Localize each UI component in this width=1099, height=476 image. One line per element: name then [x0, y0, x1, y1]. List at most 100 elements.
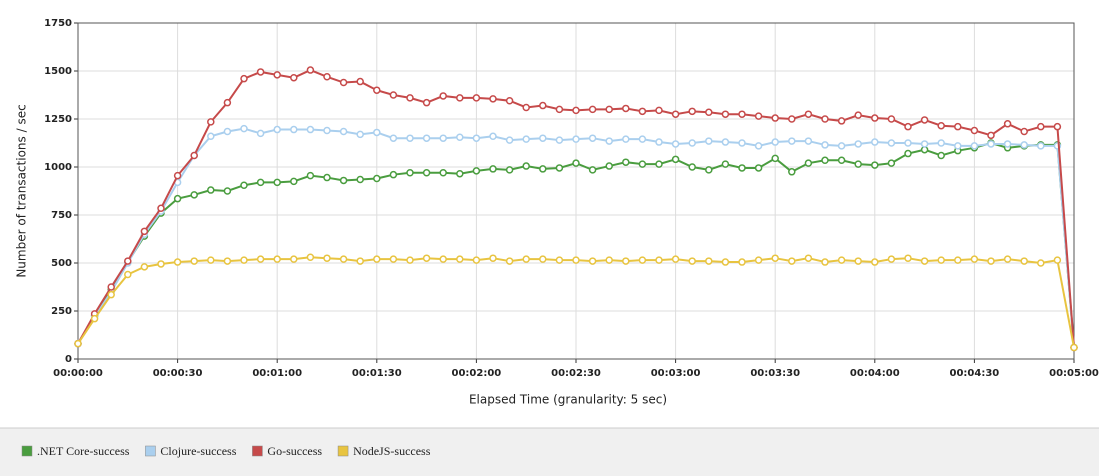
y-tick-label: 1500 [44, 66, 72, 77]
data-point [140, 263, 149, 271]
data-point [240, 74, 248, 83]
data-point [970, 255, 979, 263]
data-point [223, 187, 232, 195]
data-point [688, 257, 696, 265]
data-point [555, 136, 564, 144]
data-point [356, 257, 364, 265]
x-axis-title: Elapsed Time (granularity: 5 sec) [469, 393, 667, 407]
data-point [489, 165, 497, 173]
data-point [157, 260, 165, 268]
data-point [356, 77, 364, 86]
data-point [572, 135, 580, 143]
data-point [373, 255, 381, 263]
data-point [273, 255, 281, 263]
data-point [837, 256, 846, 264]
data-point [389, 170, 398, 179]
data-point [339, 255, 348, 263]
data-point [323, 73, 331, 81]
data-point [821, 156, 829, 165]
data-point [157, 204, 165, 213]
data-point [788, 115, 796, 123]
data-point [539, 255, 547, 263]
data-point [323, 126, 331, 135]
data-point [422, 134, 431, 142]
data-point [871, 258, 879, 266]
data-point [555, 164, 564, 172]
data-point [505, 257, 514, 265]
data-point [339, 78, 348, 87]
data-point [954, 142, 962, 150]
data-point [771, 154, 779, 163]
data-point [904, 254, 912, 262]
x-tick-label: 00:00:30 [153, 368, 203, 379]
legend-label: NodeJS-success [353, 444, 431, 458]
data-point [240, 124, 248, 133]
data-point [970, 142, 979, 150]
legend-label: .NET Core-success [37, 444, 130, 458]
data-point [605, 162, 613, 170]
x-tick-label: 00:00:00 [53, 368, 103, 379]
data-point [987, 140, 995, 148]
data-point [804, 159, 813, 167]
data-point [472, 167, 481, 175]
data-point [887, 139, 896, 147]
data-point [605, 105, 613, 114]
data-point [489, 132, 497, 141]
data-point [74, 339, 82, 348]
data-point [920, 257, 929, 265]
data-point [738, 164, 746, 172]
data-point [854, 160, 862, 168]
data-point [256, 255, 265, 263]
data-point [223, 127, 232, 136]
x-tick-label: 00:01:00 [252, 368, 302, 379]
data-point [788, 168, 796, 176]
data-point [754, 164, 763, 172]
data-point [1053, 122, 1062, 131]
data-point [572, 256, 580, 264]
data-point [522, 162, 530, 170]
data-point [771, 114, 779, 122]
data-point [223, 98, 232, 107]
legend-swatch [21, 445, 33, 457]
data-point [439, 92, 447, 100]
data-point [256, 68, 265, 76]
data-point [256, 129, 265, 138]
data-point [472, 256, 481, 264]
data-point [1053, 256, 1062, 264]
data-point [721, 110, 730, 118]
data-point [671, 255, 680, 263]
data-point [721, 160, 730, 168]
data-point [688, 163, 696, 171]
data-point [1037, 142, 1045, 150]
data-point [173, 171, 182, 180]
data-point [1003, 255, 1012, 263]
data-point [539, 134, 547, 142]
y-axis-title: Number of transactions / sec [15, 104, 29, 277]
data-point [173, 258, 182, 266]
data-point [937, 121, 945, 130]
data-point [389, 134, 398, 142]
data-point [107, 283, 115, 291]
data-point [622, 104, 630, 113]
data-point [90, 314, 99, 323]
data-point [1003, 140, 1012, 148]
data-point [920, 116, 929, 124]
data-point [837, 142, 846, 150]
y-tick-label: 1250 [44, 114, 72, 125]
y-tick-label: 250 [51, 306, 72, 317]
data-point [871, 161, 879, 169]
legend-background [0, 428, 1099, 476]
data-point [622, 135, 630, 143]
data-point [273, 125, 281, 134]
data-point [622, 158, 630, 166]
data-point [638, 160, 647, 168]
data-point [240, 256, 248, 264]
y-tick-label: 750 [51, 210, 72, 221]
data-point [439, 134, 447, 142]
data-point [588, 134, 597, 142]
data-point [854, 257, 862, 265]
data-point [738, 258, 746, 266]
data-point [190, 151, 198, 160]
